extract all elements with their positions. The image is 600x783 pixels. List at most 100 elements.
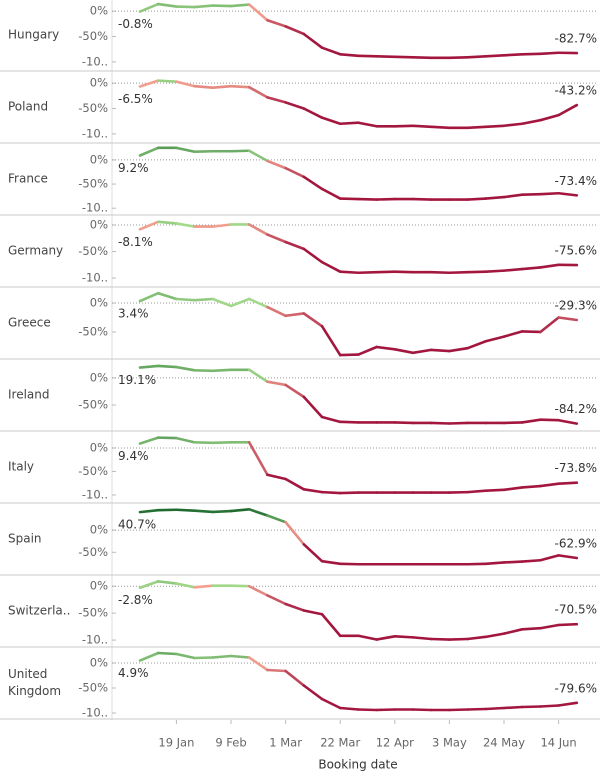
line-segment xyxy=(193,4,215,9)
line-segment xyxy=(338,121,360,126)
y-tick-label: 0% xyxy=(90,370,108,384)
line-segment xyxy=(138,436,160,445)
line-segment xyxy=(302,488,324,494)
line-segment xyxy=(175,222,196,228)
y-tick-label: -50% xyxy=(78,681,108,695)
x-tick-label: 1 Mar xyxy=(269,736,302,750)
line-segment xyxy=(284,25,306,36)
line-segment xyxy=(429,270,451,275)
y-tick-label: -50% xyxy=(78,464,108,478)
value-label: -79.6% xyxy=(555,681,597,695)
line-segment xyxy=(320,490,342,495)
panel-label: Italy xyxy=(8,460,34,474)
line-segment xyxy=(429,421,451,425)
line-segment xyxy=(266,473,287,481)
line-segment xyxy=(557,481,579,485)
line-segment xyxy=(193,297,215,302)
line-segment xyxy=(520,266,542,271)
panel-label: Spain xyxy=(8,532,42,546)
panel-label: Kingdom xyxy=(8,684,61,698)
line-segment xyxy=(429,125,451,130)
line-segment xyxy=(302,684,324,701)
value-label: 9.4% xyxy=(118,449,149,463)
y-tick-label: -50% xyxy=(78,545,108,559)
line-segment xyxy=(375,270,397,274)
x-tick-label: 22 Mar xyxy=(320,736,360,750)
y-tick-label: 0% xyxy=(90,218,108,232)
line-segment xyxy=(175,436,196,444)
y-tick-label: 0% xyxy=(90,4,108,18)
line-segment xyxy=(156,220,178,225)
line-segment xyxy=(302,107,324,119)
line-segment xyxy=(266,305,287,318)
line-segment xyxy=(266,18,287,28)
line-segment xyxy=(393,635,415,639)
line-segment xyxy=(338,353,360,357)
x-axis-title: Booking date xyxy=(318,758,397,772)
line-segment xyxy=(284,312,306,318)
line-segment xyxy=(484,488,506,493)
line-segment xyxy=(429,348,451,353)
y-tick-label: -50% xyxy=(78,177,108,191)
line-segment xyxy=(557,554,579,560)
line-segment xyxy=(539,113,560,122)
x-tick-label: 12 Apr xyxy=(376,736,414,750)
line-segment xyxy=(338,52,360,58)
y-tick-label: -10.. xyxy=(82,126,108,140)
line-segment xyxy=(484,269,506,273)
line-segment xyxy=(338,420,360,424)
line-segment xyxy=(466,635,488,641)
y-tick-label: 0% xyxy=(90,296,108,310)
line-segment xyxy=(247,149,269,163)
line-segment xyxy=(448,637,469,641)
line-segment xyxy=(375,345,397,351)
y-tick-label: -10.. xyxy=(82,201,108,215)
line-segment xyxy=(320,415,342,424)
line-segment xyxy=(502,560,524,564)
line-segment xyxy=(266,514,287,524)
line-segment xyxy=(320,612,342,638)
line-segment xyxy=(302,312,324,328)
line-segment xyxy=(284,520,306,546)
line-segment xyxy=(338,270,360,275)
line-segment xyxy=(411,708,433,712)
line-segment xyxy=(302,395,324,419)
line-segment xyxy=(448,708,469,712)
line-segment xyxy=(520,484,542,489)
line-segment xyxy=(211,654,233,659)
line-segment xyxy=(502,267,524,272)
line-segment xyxy=(284,669,306,687)
line-segment xyxy=(138,291,160,303)
y-tick-label: -50% xyxy=(78,324,108,338)
value-label: -62.9% xyxy=(555,537,597,551)
value-label: -29.3% xyxy=(555,298,597,312)
line-segment xyxy=(466,270,488,274)
y-tick-label: -10.. xyxy=(82,706,108,720)
value-label: -75.6% xyxy=(555,244,597,258)
line-segment xyxy=(502,122,524,128)
y-tick-label: 0% xyxy=(90,152,108,166)
line-segment xyxy=(338,706,360,711)
line-segment xyxy=(156,79,178,83)
line-segment xyxy=(393,421,415,425)
line-segment xyxy=(411,56,433,60)
line-segment xyxy=(247,584,269,597)
panel-label: United xyxy=(8,667,47,681)
line-segment xyxy=(266,233,287,244)
line-segment xyxy=(302,247,324,264)
line-segment xyxy=(266,159,287,170)
line-segment xyxy=(357,634,378,641)
panel-label: Switzerla.. xyxy=(8,604,70,618)
line-segment xyxy=(466,125,488,130)
line-segment xyxy=(247,508,269,517)
line-segment xyxy=(138,364,160,369)
line-segment xyxy=(320,559,342,566)
line-segment xyxy=(229,84,251,89)
line-segment xyxy=(393,55,415,59)
line-segment xyxy=(502,705,524,710)
line-segment xyxy=(320,187,342,200)
line-segment xyxy=(539,316,560,334)
y-tick-label: -50% xyxy=(78,29,108,43)
value-label: -82.7% xyxy=(555,32,597,46)
value-label: -6.5% xyxy=(118,92,153,106)
